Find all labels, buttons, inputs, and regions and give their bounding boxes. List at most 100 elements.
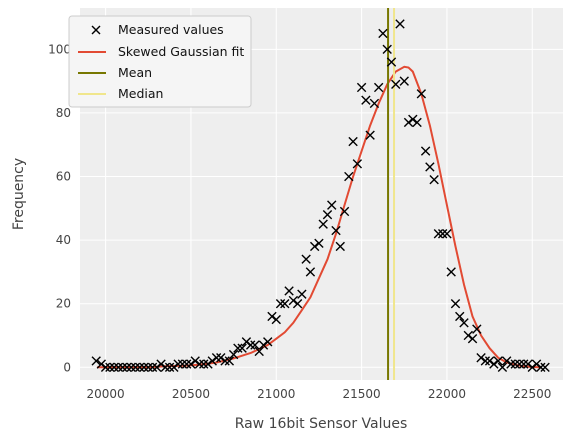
data-point (382, 44, 392, 55)
legend-label-measured: Measured values (118, 22, 224, 37)
data-point (344, 171, 354, 182)
data-point (143, 362, 153, 372)
data-point (480, 356, 491, 366)
data-point (305, 267, 316, 277)
data-point (173, 359, 183, 369)
x-tick-label: 20500 (172, 387, 210, 401)
data-point (203, 359, 213, 369)
data-point (190, 356, 200, 366)
data-point (425, 162, 435, 172)
data-point (356, 82, 367, 93)
data-point (267, 311, 277, 322)
data-point (280, 298, 290, 309)
data-point (216, 353, 226, 363)
data-point (531, 359, 542, 369)
data-point (271, 314, 281, 325)
y-tick-label: 0 (63, 360, 71, 374)
data-point (207, 356, 217, 366)
y-tick-labels: 0 20 40 60 80 100 (48, 42, 71, 374)
data-point (352, 159, 363, 169)
data-point (339, 206, 350, 217)
data-point (297, 289, 307, 299)
data-point (501, 356, 512, 366)
data-point (113, 362, 124, 372)
data-point (373, 82, 384, 93)
legend-marker-measured (91, 25, 101, 35)
data-point (109, 362, 119, 372)
y-tick-label: 100 (48, 42, 71, 56)
data-point (378, 28, 388, 39)
data-point (459, 318, 469, 328)
data-point (199, 359, 209, 369)
data-point (420, 146, 431, 156)
x-axis-label: Raw 16bit Sensor Values (235, 416, 408, 432)
data-point (335, 241, 345, 252)
legend-label-median: Median (118, 86, 163, 101)
data-point (318, 219, 328, 229)
data-point (258, 340, 269, 350)
y-axis-label: Frequency (11, 158, 27, 230)
legend-label-mean: Mean (118, 65, 152, 80)
y-tick-label: 20 (56, 297, 71, 311)
data-point (301, 254, 311, 264)
data-point (194, 359, 205, 369)
data-point (288, 295, 299, 306)
data-point (250, 340, 260, 350)
data-point (126, 362, 136, 372)
data-point (540, 362, 550, 372)
y-tick-label: 40 (56, 233, 71, 247)
legend: Measured values Skewed Gaussian fit Mean… (68, 15, 252, 108)
data-point (228, 349, 239, 360)
data-point (169, 362, 179, 372)
data-point (309, 241, 320, 252)
data-point (484, 356, 495, 366)
data-point (399, 76, 409, 86)
data-point (523, 359, 533, 369)
data-point (292, 298, 303, 309)
data-point (152, 362, 162, 372)
data-point (510, 359, 520, 369)
data-point (130, 362, 141, 372)
data-point (160, 362, 171, 372)
data-point (122, 362, 132, 372)
data-point (245, 340, 256, 350)
data-point (463, 330, 473, 341)
data-point (284, 286, 294, 296)
data-point (147, 362, 158, 372)
data-point (433, 229, 444, 239)
grid-lines (80, 8, 563, 380)
data-point (365, 130, 375, 140)
data-point (450, 298, 461, 309)
data-point (139, 362, 149, 372)
data-point (369, 98, 380, 109)
data-point (361, 95, 371, 105)
data-point (348, 136, 358, 147)
data-point (220, 356, 230, 366)
data-point (263, 337, 273, 347)
measured-points (91, 19, 550, 372)
data-point (476, 353, 486, 363)
legend-box (68, 15, 252, 108)
data-point (493, 356, 503, 366)
data-point (437, 229, 448, 239)
data-point (224, 356, 235, 366)
data-point (96, 359, 107, 369)
data-point (237, 343, 247, 353)
data-point (489, 359, 499, 369)
data-point (322, 209, 333, 220)
data-point (254, 346, 264, 357)
data-point (497, 362, 508, 372)
data-point (386, 57, 397, 67)
data-point (412, 117, 422, 128)
data-point (519, 359, 529, 369)
x-tick-label: 20000 (87, 387, 125, 401)
data-point (181, 359, 192, 369)
x-tick-label: 22000 (428, 387, 466, 401)
data-point (91, 356, 101, 366)
data-point (403, 117, 414, 128)
data-point (177, 359, 188, 369)
data-point (186, 359, 196, 369)
data-point (472, 324, 482, 334)
legend-label-fit: Skewed Gaussian fit (118, 44, 244, 59)
